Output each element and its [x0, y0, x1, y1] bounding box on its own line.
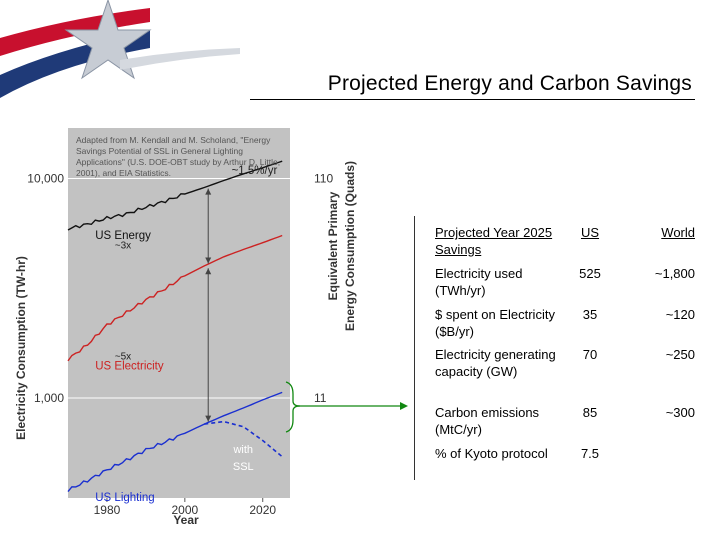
- plot-background: [68, 128, 290, 498]
- annotation: ~5x: [115, 351, 131, 362]
- row-label: % of Kyoto protocol: [435, 446, 548, 461]
- row-label: Electricity generating capacity (GW): [435, 347, 556, 379]
- row-us-value: 35: [582, 307, 598, 322]
- row-world-value: ~120: [665, 307, 695, 322]
- row-us-value: 85: [582, 405, 598, 420]
- savings-table: Projected Year 2025 Savings US World Ele…: [414, 216, 709, 480]
- x-tick-label: 2020: [249, 503, 276, 517]
- savings-bracket: [285, 381, 301, 433]
- series-label: US Lighting: [95, 492, 154, 504]
- x-tick-label: 2000: [171, 503, 198, 517]
- row-label: Electricity used (TWh/yr): [435, 266, 523, 298]
- annotation: ~3x: [115, 240, 131, 251]
- x-axis-label: Year: [173, 513, 199, 527]
- annotation: ~1.5%/yr: [232, 165, 278, 177]
- silver-star-icon: [64, 0, 152, 80]
- table-header-world: World: [661, 225, 695, 240]
- energy-chart: 1980 2000 2020 1,000 10,000 11 110 US Energy US…: [14, 128, 408, 527]
- y-axis-label: Electricity Consumption (TW-hr): [14, 256, 28, 440]
- row-label: $ spent on Electricity ($B/yr): [435, 307, 555, 339]
- y2-tick-label: 11: [314, 391, 327, 405]
- y-tick-label: 1,000: [34, 391, 64, 405]
- series-line-us-lighting: [67, 391, 283, 493]
- y2-axis-label-line2: Energy Consumption (Quads): [343, 161, 357, 331]
- y2-axis-label-line1: Equivalent Primary: [326, 191, 340, 300]
- ratio-arrow-electricity-lighting-head-icon: [205, 268, 212, 275]
- series-line-us-electricity: [67, 234, 283, 362]
- ratio-arrow-energy-electricity-head-icon: [205, 257, 212, 264]
- title-underline: [250, 99, 695, 100]
- row-world-value: ~1,800: [654, 266, 695, 281]
- ratio-arrow-energy-electricity-head-icon: [205, 188, 212, 195]
- row-us-value: 525: [579, 266, 601, 281]
- ratio-arrow-electricity-lighting-head-icon: [205, 415, 212, 422]
- source-note: Adapted from M. Kendall and M. Scholand,…: [76, 135, 281, 178]
- series-line-us-energy: [67, 160, 283, 231]
- row-world-value: ~250: [665, 347, 695, 362]
- series-line-with-ssl: [204, 420, 283, 458]
- row-label: Carbon emissions (MtC/yr): [435, 405, 540, 437]
- table-header-us: US: [580, 225, 600, 240]
- series-label: US Electricity: [95, 360, 164, 372]
- row-us-value: 7.5: [580, 446, 600, 461]
- series-label-ssl-line1: with: [232, 444, 253, 456]
- y-tick-label: 10,000: [27, 172, 64, 186]
- page-title: Projected Energy and Carbon Savings: [327, 72, 692, 95]
- star-logo: [0, 0, 240, 98]
- row-us-value: 70: [582, 347, 598, 362]
- series-label-ssl-line2: SSL: [233, 461, 254, 473]
- row-world-value: ~300: [665, 405, 695, 420]
- series-label: US Energy: [95, 230, 151, 242]
- table-arrow-head-icon: [400, 402, 408, 410]
- x-tick-label: 1980: [94, 503, 121, 517]
- y2-tick-label: 110: [314, 172, 333, 186]
- grey-swoosh: [120, 48, 240, 70]
- table-header-label: Projected Year 2025 Savings: [435, 225, 553, 257]
